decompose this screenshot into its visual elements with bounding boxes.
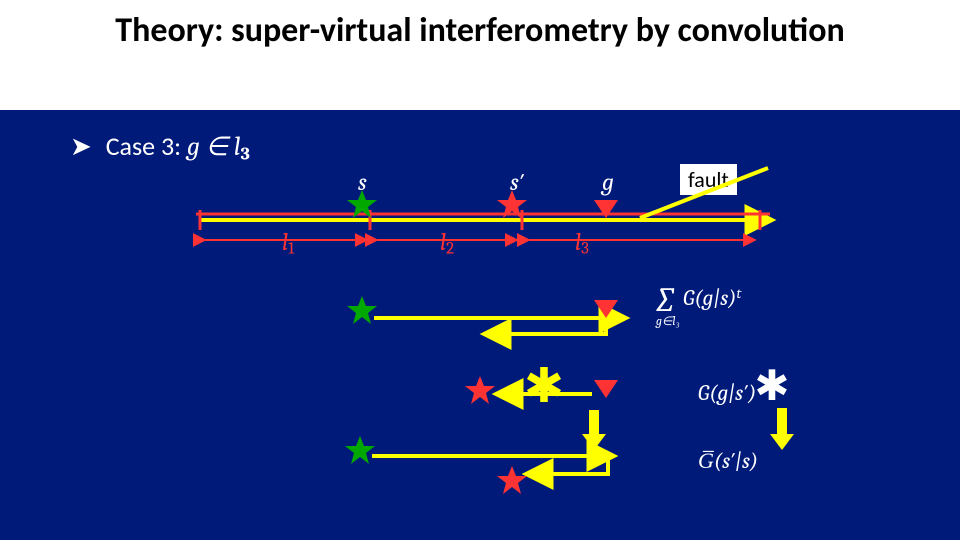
eq-gbar-body: G̅(s′|s) [698,448,758,474]
star-icon [345,436,375,464]
eq-sum-sup: t [736,285,741,302]
star-icon [465,376,495,404]
title-text: Theory: super-virtual interferometry by … [0,0,960,49]
label-l1: l1 [282,228,294,258]
star-icon [497,466,527,494]
eq-sum-body: G(g|s) [683,285,736,311]
label-sprime: s′ [510,168,524,196]
label-g: g [602,168,614,196]
label-l3-sub: 3 [581,239,589,258]
eq-g-sprime: G(g|s′) [698,380,756,406]
fault-label: fault [680,164,737,195]
svg-text:✱: ✱ [754,362,789,409]
eq-sum-sub: g∈l₃ [656,314,680,329]
eq-sum: ∑ g∈l₃ G(g|s)t [656,280,741,320]
case-bullet: ➤ [70,130,92,162]
asterisk-icon: ✱ [754,362,789,409]
case-line: ➤ Case 3: g ∈ l3 [70,130,250,165]
case-math: g ∈ l [187,132,241,162]
label-l2-sub: 2 [446,239,454,258]
svg-text:✱: ✱ [524,360,564,413]
label-l2: l2 [440,228,454,258]
eq-gbar: G̅(s′|s) [698,448,758,474]
title-band: Theory: super-virtual interferometry by … [0,0,960,110]
case-sub: 3 [241,144,250,165]
triangle-icon [594,200,618,218]
star-icon [347,296,377,324]
label-l3: l3 [575,228,589,258]
label-s: s [358,168,367,196]
case-prefix: Case 3: [106,130,187,162]
slide-root: Theory: super-virtual interferometry by … [0,0,960,540]
asterisk-icon: ✱ [524,360,564,413]
triangle-icon [594,380,618,398]
triangle-icon [594,300,618,318]
label-l1-sub: 1 [288,239,294,258]
